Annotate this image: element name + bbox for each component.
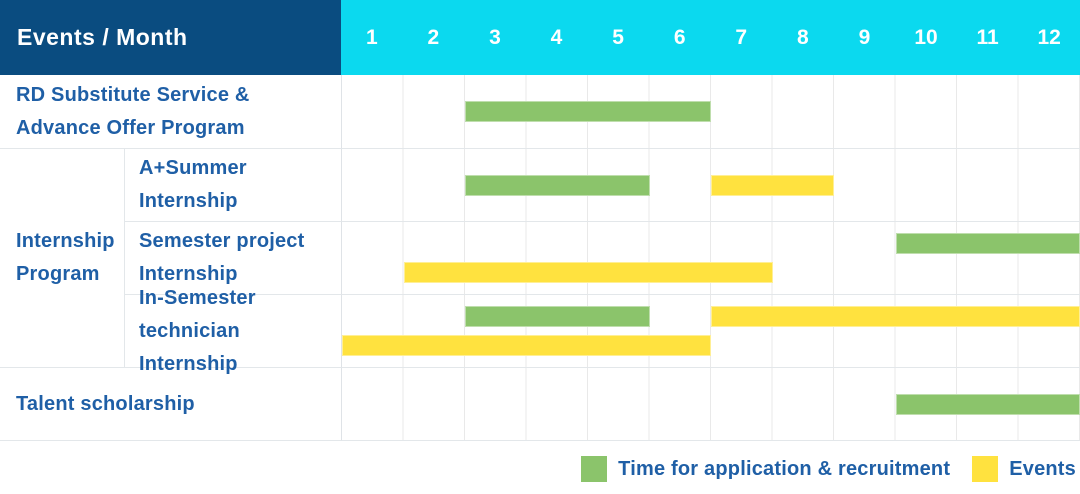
gantt-bar-event xyxy=(342,335,711,356)
gantt-row-bars-a-plus-summer-internship xyxy=(341,149,1080,222)
row-label-semester-project-internship: Semester project Internship xyxy=(124,222,341,295)
gantt-chart: Events / Month 1 2 3 4 5 6 7 8 9 10 11 12 RD Substi… xyxy=(0,0,1080,441)
gantt-row-bars-talent-scholarship xyxy=(341,368,1080,441)
month-cell-5: 5 xyxy=(612,25,624,49)
legend-label-application: Time for application & recruitment xyxy=(618,457,951,480)
events-month-header: Events / Month xyxy=(0,0,341,75)
gantt-body: RD Substitute Service & Advance Offer Pr… xyxy=(0,75,1080,441)
month-cell-1: 1 xyxy=(365,25,378,49)
month-cell-7: 7 xyxy=(735,25,748,49)
legend-label-events: Events xyxy=(1009,457,1076,480)
gantt-bar-application xyxy=(465,101,711,122)
month-cell-9: 9 xyxy=(858,25,871,49)
application-color-swatch xyxy=(581,456,608,482)
gantt-bar-application xyxy=(465,175,650,196)
legend: Time for application & recruitment Event… xyxy=(0,456,1080,482)
row-label-a-plus-summer-internship: A+Summer Internship xyxy=(124,149,341,222)
table-header-row: Events / Month 1 2 3 4 5 6 7 8 9 10 11 12 xyxy=(0,0,1080,75)
gantt-bar-application xyxy=(895,394,1080,415)
group-label-internship-program: Internship Program xyxy=(0,149,124,368)
month-cell-12: 12 xyxy=(1037,25,1061,49)
gantt-row-bars-semester-project-internship xyxy=(341,222,1080,295)
month-header: 1 2 3 4 5 6 7 8 9 10 11 12 xyxy=(341,0,1080,75)
month-cell-2: 2 xyxy=(427,25,440,49)
legend-item-application: Time for application & recruitment xyxy=(581,456,950,482)
month-cell-3: 3 xyxy=(489,25,501,49)
events-color-swatch xyxy=(972,456,999,482)
month-cell-10: 10 xyxy=(914,25,938,49)
row-label-talent-scholarship: Talent scholarship xyxy=(0,368,341,441)
gantt-row-bars-rd-substitute-service xyxy=(341,75,1080,149)
gantt-bar-application xyxy=(895,233,1080,254)
legend-item-events: Events xyxy=(972,456,1076,482)
gantt-bar-event xyxy=(711,306,1080,327)
gantt-row-bars-in-semester-technician-internship xyxy=(341,295,1080,368)
month-cell-8: 8 xyxy=(796,25,809,49)
gantt-bar-event xyxy=(403,262,773,283)
month-cell-11: 11 xyxy=(976,25,999,49)
month-cell-6: 6 xyxy=(673,25,686,49)
month-cell-4: 4 xyxy=(550,25,563,49)
row-label-in-semester-technician-internship: In-Semester technician Internship xyxy=(124,287,341,375)
row-label-rd-substitute-service: RD Substitute Service & Advance Offer Pr… xyxy=(0,75,341,149)
gantt-bar-application xyxy=(465,306,650,327)
gantt-bar-event xyxy=(711,175,834,196)
